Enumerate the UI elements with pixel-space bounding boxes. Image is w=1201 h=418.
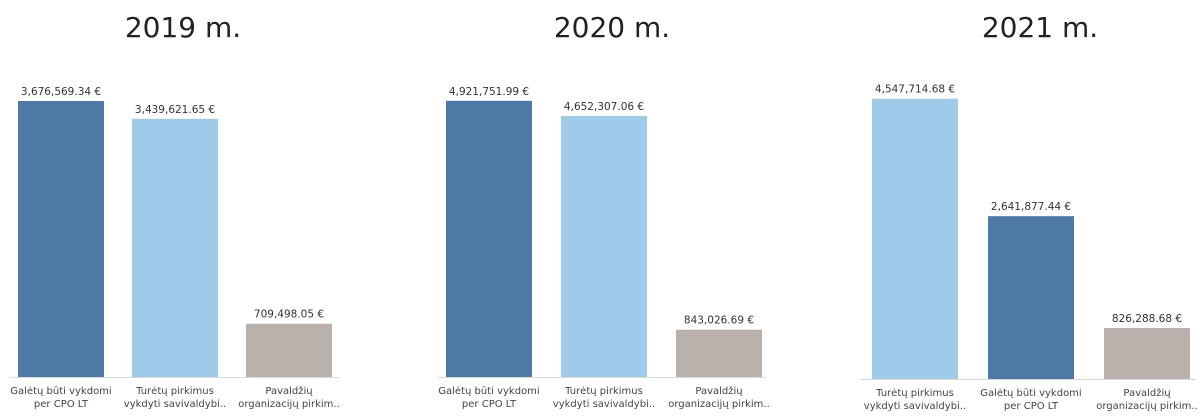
bar — [561, 115, 647, 378]
data-label: 2,641,877.44 € — [991, 201, 1071, 213]
tick-label: Turėtų pirkimus — [564, 386, 643, 397]
tick-label: Pavaldžių — [695, 385, 743, 397]
bar — [872, 98, 958, 379]
tick-label: Pavaldžių — [265, 385, 313, 397]
tick-label: per CPO LT — [1004, 401, 1059, 412]
chart-title: 2020 m. — [554, 11, 670, 44]
tick-label: Pavaldžių — [1123, 387, 1171, 399]
tick-label: Turėtų pirkimus — [135, 386, 214, 397]
data-label: 843,026.69 € — [684, 315, 754, 327]
data-label: 3,676,569.34 € — [21, 86, 101, 98]
tick-label: vykdyti savivaldybi.. — [124, 399, 226, 410]
data-label: 4,652,307.06 € — [564, 101, 644, 113]
chart-title: 2021 m. — [982, 11, 1098, 44]
tick-label: per CPO LT — [34, 399, 89, 410]
tick-label: per CPO LT — [462, 399, 517, 410]
tick-label: Galėtų būti vykdomi — [980, 388, 1081, 399]
tick-label: Galėtų būti vykdomi — [438, 386, 539, 397]
data-label: 4,547,714.68 € — [875, 84, 955, 96]
bar — [18, 101, 104, 378]
tick-label: vykdyti savivaldybi.. — [553, 399, 655, 410]
bar — [988, 216, 1074, 379]
tick-label: Galėtų būti vykdomi — [10, 386, 111, 397]
bar — [446, 100, 532, 378]
tick-label: organizacijų pirkim.. — [668, 399, 770, 410]
data-label: 709,498.05 € — [254, 309, 324, 321]
tick-label: Turėtų pirkimus — [875, 388, 954, 399]
bar — [132, 118, 218, 377]
tick-label: vykdyti savivaldybi.. — [864, 401, 966, 412]
bar — [676, 329, 762, 377]
chart-title: 2019 m. — [125, 11, 241, 44]
tick-label: organizacijų pirkim.. — [1096, 401, 1198, 412]
data-label: 3,439,621.65 € — [135, 104, 215, 116]
tick-label: organizacijų pirkim.. — [238, 399, 340, 410]
data-label: 826,288.68 € — [1112, 313, 1182, 325]
bar — [246, 323, 332, 377]
data-label: 4,921,751.99 € — [449, 86, 529, 98]
bar — [1104, 328, 1190, 379]
